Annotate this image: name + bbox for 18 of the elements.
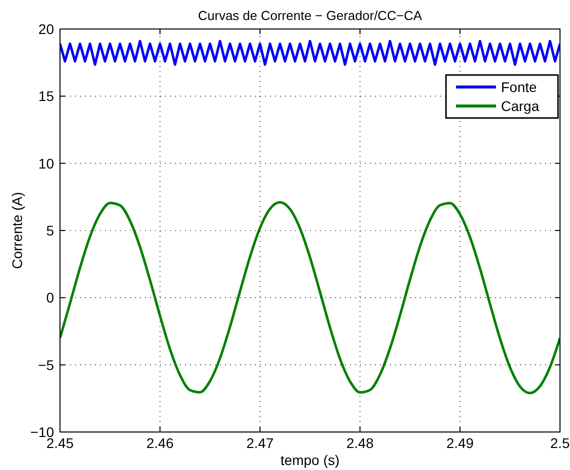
x-axis-title: tempo (s) (280, 452, 340, 468)
y-tick-label: 10 (38, 155, 54, 172)
y-tick-label: 0 (46, 290, 54, 306)
x-tick-label: 2.49 (446, 435, 474, 451)
x-tick-label: 2.5 (550, 435, 570, 451)
y-axis-title: Corrente (A) (9, 192, 25, 270)
y-tick-label: 15 (38, 88, 54, 104)
y-tick-label: −5 (38, 356, 54, 373)
y-tick-label: 20 (38, 21, 54, 37)
x-tick-label: 2.48 (346, 435, 374, 451)
line-series (60, 40, 560, 66)
y-tick-label: 5 (46, 222, 54, 238)
legend-label: Carga (501, 98, 540, 114)
legend-label: Fonte (501, 79, 538, 95)
x-tick-label: 2.47 (246, 435, 274, 451)
line-series (60, 201, 560, 394)
chart-title: Curvas de Corrente − Gerador/CC−CA (198, 8, 422, 23)
x-tick-label: 2.46 (146, 435, 174, 451)
